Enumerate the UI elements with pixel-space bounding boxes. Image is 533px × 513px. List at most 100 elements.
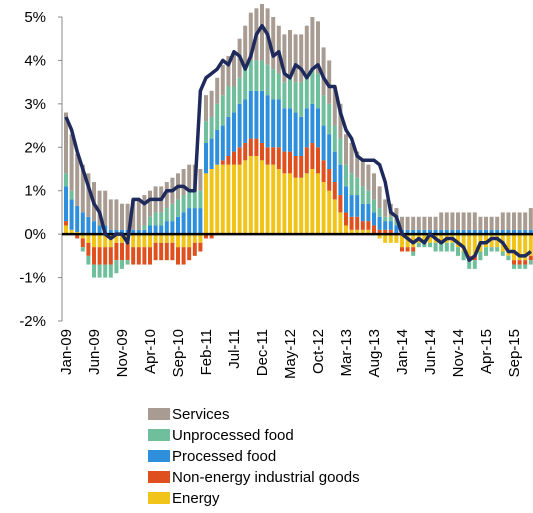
bar-segment [276, 169, 281, 235]
bar-segment [523, 229, 528, 235]
bar-segment [321, 95, 326, 126]
bar-segment [288, 173, 292, 235]
bar-segment [478, 251, 483, 261]
bar-segment [299, 116, 304, 156]
bar-segment [209, 90, 214, 117]
bar-segment [260, 90, 264, 143]
bar-segment [226, 116, 231, 156]
bar-segment [209, 116, 214, 139]
bar-segment [198, 242, 203, 252]
bar-segment [136, 234, 141, 248]
bar-segment [456, 247, 460, 256]
bar-segment [136, 247, 141, 265]
bar-segment [243, 160, 248, 235]
bar-segment [237, 77, 242, 104]
bar-segment [433, 229, 438, 235]
bar-segment [192, 234, 197, 243]
bar-segment [181, 234, 186, 248]
x-tick-label: Feb-11 [198, 329, 215, 375]
bar-segment [338, 164, 343, 196]
bar-segment [528, 208, 533, 230]
bar-segment [215, 164, 220, 235]
bar-segment [304, 73, 309, 109]
bar-segment [444, 212, 449, 230]
bar-segment [232, 112, 236, 152]
bar-segment [153, 234, 158, 243]
bar-segment [366, 203, 371, 222]
bar-segment [86, 242, 91, 256]
bar-segment [120, 203, 124, 230]
bar-segment [506, 229, 511, 235]
bar-segment [338, 103, 343, 139]
bar-segment [64, 221, 68, 226]
bar-segment [215, 103, 220, 130]
bar-segment [422, 229, 427, 235]
bar-segment [523, 264, 528, 269]
bar-segment [349, 173, 354, 196]
bar-segment [64, 173, 68, 187]
bar-segment [92, 234, 96, 248]
bar-segment [148, 225, 152, 235]
bar-segment [220, 95, 225, 126]
bar-segment [114, 229, 119, 235]
bar-segment [299, 34, 304, 83]
bar-segment [187, 234, 192, 248]
bar-segment [500, 212, 505, 230]
bar-segment [120, 229, 124, 235]
bar-segment [467, 229, 472, 235]
bar-segment [176, 247, 180, 265]
bar-segment [411, 229, 416, 235]
bar-segment [523, 260, 528, 265]
bar-segment [243, 142, 248, 161]
bar-segment [439, 234, 444, 243]
bar-segment [248, 155, 253, 235]
bar-segment [321, 125, 326, 161]
bar-segment [366, 221, 371, 230]
bar-segment [276, 147, 281, 169]
bar-segment [327, 134, 332, 169]
y-tick-label: 0% [24, 226, 46, 243]
bar-segment [500, 251, 505, 256]
y-tick-label: -2% [19, 313, 46, 330]
bar-segment [366, 164, 371, 191]
bar-segment [500, 229, 505, 235]
bar-segment [416, 229, 421, 235]
bar-segment [377, 229, 382, 235]
bar-segment [383, 199, 388, 217]
bar-segment [310, 142, 315, 169]
bar-segment [439, 242, 444, 252]
bar-segment [310, 69, 315, 104]
bar-segment [383, 221, 388, 230]
bar-segment [433, 216, 438, 230]
bar-segment [254, 138, 259, 156]
bar-segment [232, 151, 236, 165]
bar-segment [383, 216, 388, 222]
bar-segment [271, 164, 276, 235]
bar-segment [170, 242, 175, 261]
x-tick-label: Jun-14 [422, 329, 439, 375]
bar-segment [422, 216, 427, 230]
bar-segment [198, 208, 203, 235]
bar-segment [338, 138, 343, 165]
bar-segment [226, 155, 231, 165]
bar-segment [461, 229, 466, 235]
bar-segment [198, 190, 203, 209]
bar-segment [75, 153, 80, 206]
bar-segment [136, 199, 141, 230]
bar-segment [187, 164, 192, 191]
bar-segment [282, 151, 287, 174]
bar-segment [276, 25, 281, 74]
y-tick-label: 3% [24, 96, 46, 113]
bar-segment [366, 190, 371, 204]
bar-segment [512, 212, 516, 230]
bar-segment [428, 242, 432, 248]
bar-segment [276, 73, 281, 100]
bar-segment [181, 169, 186, 196]
bar-segment [192, 190, 197, 209]
bar-segment [422, 234, 427, 243]
bar-segment [528, 260, 533, 265]
bar-segment [80, 164, 85, 213]
bar-segment [131, 229, 136, 235]
bar-segment [517, 229, 522, 235]
bar-segment [344, 186, 348, 213]
